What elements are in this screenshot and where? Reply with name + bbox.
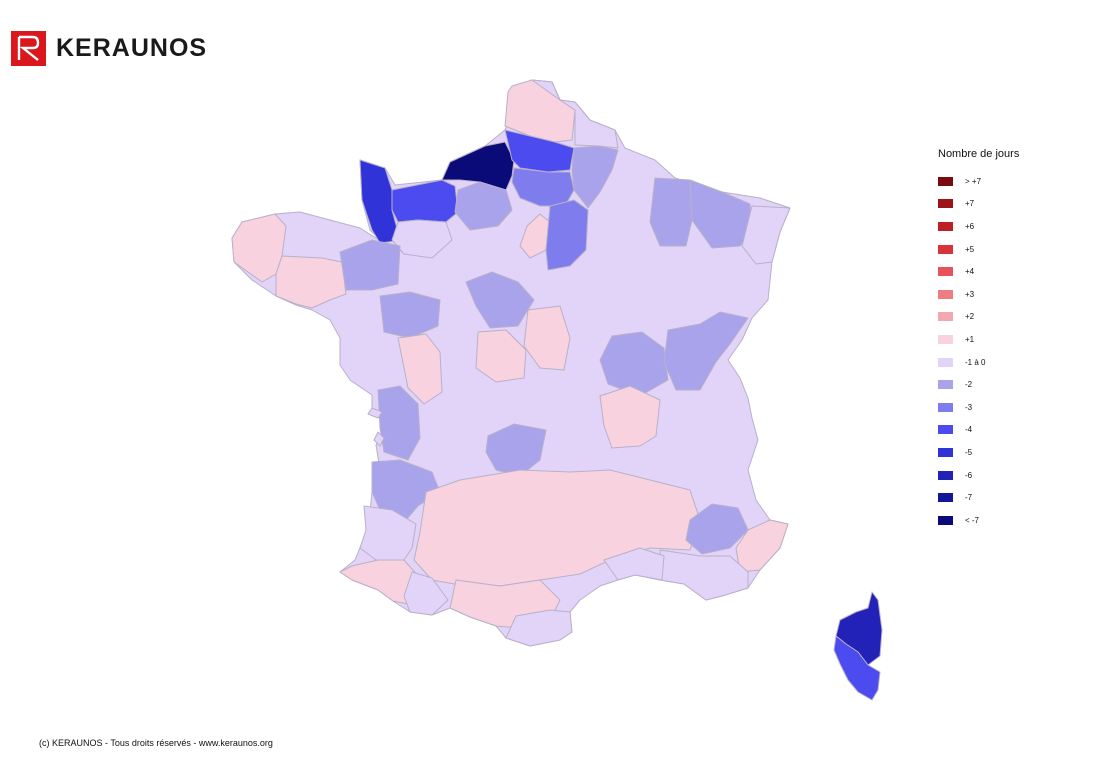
legend-item: -3 <box>938 396 1019 419</box>
morbihan <box>275 255 347 309</box>
eure-et-loir <box>339 239 401 291</box>
charente-maritime <box>377 385 421 461</box>
legend-item: -1 à 0 <box>938 351 1019 374</box>
seine-maritime <box>441 141 515 191</box>
jura <box>663 311 749 391</box>
legend-swatch <box>938 470 953 480</box>
legend-label: < -7 <box>965 515 980 525</box>
aisne <box>571 145 619 209</box>
legend-swatch <box>938 357 953 367</box>
loire <box>599 385 661 449</box>
legend-label: -4 <box>965 425 973 435</box>
bas-rhin <box>741 205 791 265</box>
legend-label: -7 <box>965 493 973 503</box>
nievre <box>523 305 571 371</box>
legend-swatch <box>938 334 953 344</box>
nord <box>531 79 619 149</box>
legend-label: +6 <box>965 221 975 231</box>
herault <box>603 547 665 581</box>
legend-label: -6 <box>965 470 973 480</box>
legend-label: +7 <box>965 199 975 209</box>
legend-label: > +7 <box>965 176 982 186</box>
legend-item: +5 <box>938 238 1019 261</box>
legend-swatch <box>938 221 953 231</box>
legend-swatch <box>938 289 953 299</box>
orne <box>391 219 453 259</box>
legend-swatch <box>938 312 953 322</box>
cher <box>475 329 527 383</box>
landes <box>359 505 417 561</box>
legend-swatch <box>938 244 953 254</box>
legend-label: -3 <box>965 402 973 412</box>
ile-de-re <box>367 407 383 419</box>
legend-label: -2 <box>965 380 973 390</box>
legend-item: < -7 <box>938 509 1019 532</box>
pyrenees-orientales <box>505 609 573 647</box>
legend-label: -5 <box>965 447 973 457</box>
legend-title: Nombre de jours <box>938 148 1020 160</box>
meuse <box>649 177 693 247</box>
legend-item: -4 <box>938 419 1019 442</box>
somme <box>504 129 575 173</box>
legend-item: +2 <box>938 306 1019 329</box>
ile-d-oleron <box>373 431 385 447</box>
keraunos-logo: KERAUNOS <box>11 31 207 66</box>
legend-swatch <box>938 267 953 277</box>
eure <box>454 181 513 231</box>
corse-du-sud <box>833 635 881 701</box>
legend-swatch <box>938 493 953 503</box>
marne <box>545 199 589 271</box>
legend-item: > +7 <box>938 170 1019 193</box>
keraunos-logo-icon <box>11 31 46 66</box>
legend-swatch <box>938 176 953 186</box>
legend-label: +4 <box>965 267 975 277</box>
legend-item: -5 <box>938 441 1019 464</box>
legend-swatch <box>938 380 953 390</box>
alpes-maritimes <box>735 519 789 573</box>
copyright-footer: (c) KERAUNOS - Tous droits réservés - ww… <box>39 738 273 748</box>
legend: Nombre de jours > +7 +7 +6 +5 +4 +3 +2 +1 -1 à 0… <box>938 148 1019 532</box>
legend-label: +5 <box>965 244 975 254</box>
legend-swatch <box>938 447 953 457</box>
sarthe <box>379 291 441 339</box>
saone-et-loire <box>599 331 669 397</box>
legend-label: +1 <box>965 334 975 344</box>
loiret <box>465 271 535 329</box>
legend-swatch <box>938 425 953 435</box>
vaucluse <box>685 503 749 555</box>
legend-item: -7 <box>938 486 1019 509</box>
legend-label: +2 <box>965 312 975 322</box>
legend-item: +1 <box>938 328 1019 351</box>
hautes-pyrenees <box>403 571 449 616</box>
legend-item: +3 <box>938 283 1019 306</box>
legend-label: -1 à 0 <box>965 357 986 367</box>
legend-item: +4 <box>938 260 1019 283</box>
indre <box>397 333 443 405</box>
legend-item: +6 <box>938 215 1019 238</box>
legend-swatch <box>938 199 953 209</box>
legend-item: -6 <box>938 464 1019 487</box>
puy-de-dome <box>485 423 547 477</box>
legend-item: +7 <box>938 193 1019 216</box>
brand-name: KERAUNOS <box>56 34 208 62</box>
legend-item: -2 <box>938 373 1019 396</box>
var <box>659 549 749 601</box>
legend-swatch <box>938 402 953 412</box>
legend-swatch <box>938 515 953 525</box>
legend-label: +3 <box>965 289 975 299</box>
gironde <box>371 459 441 521</box>
